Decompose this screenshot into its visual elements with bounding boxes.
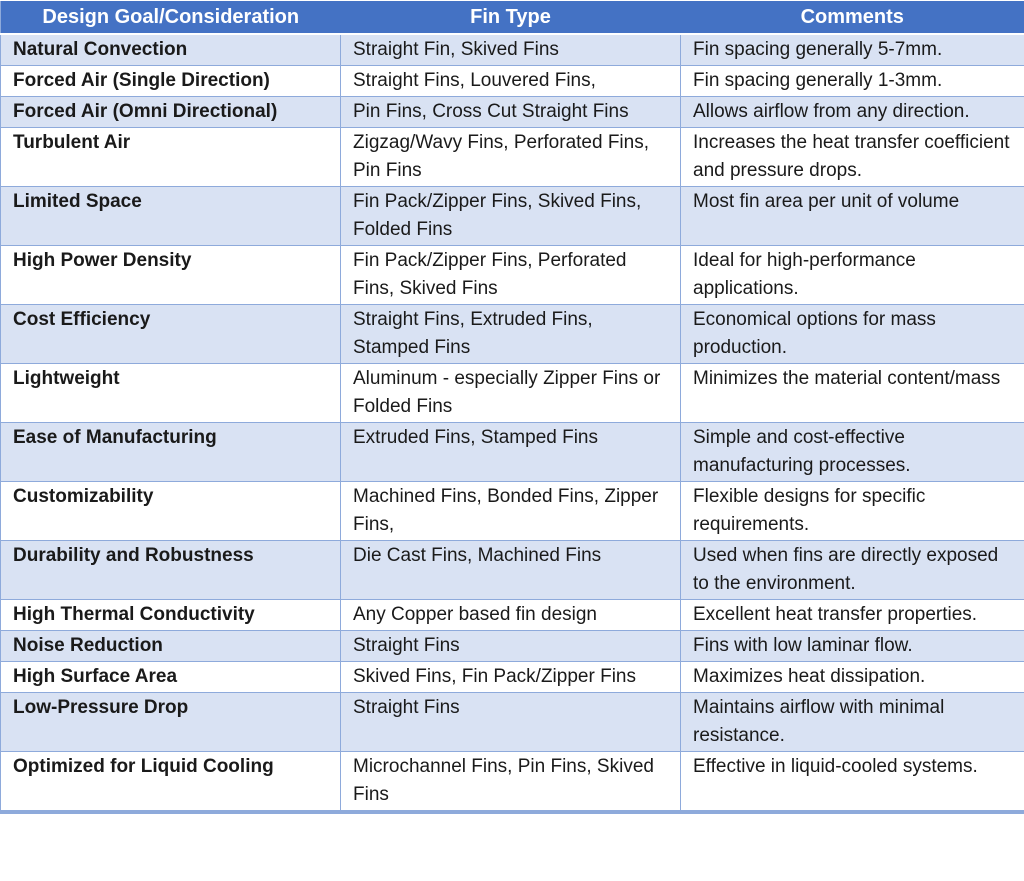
design-goal-cell: Customizability bbox=[1, 482, 341, 541]
comments-cell: Fins with low laminar flow. bbox=[681, 631, 1024, 662]
header-cell-design-goal: Design Goal/Consideration bbox=[1, 1, 341, 34]
design-goal-cell: Low-Pressure Drop bbox=[1, 693, 341, 752]
comments-cell: Fin spacing generally 5-7mm. bbox=[681, 34, 1024, 66]
fin-type-cell: Zigzag/Wavy Fins, Perforated Fins, Pin F… bbox=[341, 128, 681, 187]
design-goal-cell: High Thermal Conductivity bbox=[1, 600, 341, 631]
comments-cell: Ideal for high-performance applications. bbox=[681, 246, 1024, 305]
table-row: Turbulent Air Zigzag/Wavy Fins, Perforat… bbox=[1, 128, 1024, 187]
design-goal-cell: Lightweight bbox=[1, 364, 341, 423]
comments-cell: Increases the heat transfer coefficient … bbox=[681, 128, 1024, 187]
table-row: Optimized for Liquid Cooling Microchanne… bbox=[1, 752, 1024, 813]
fin-type-cell: Straight Fins bbox=[341, 693, 681, 752]
design-goal-cell: High Power Density bbox=[1, 246, 341, 305]
table-header: Design Goal/Consideration Fin Type Comme… bbox=[1, 1, 1024, 34]
fin-type-cell: Skived Fins, Fin Pack/Zipper Fins bbox=[341, 662, 681, 693]
design-goal-cell: Optimized for Liquid Cooling bbox=[1, 752, 341, 813]
fin-type-cell: Machined Fins, Bonded Fins, Zipper Fins, bbox=[341, 482, 681, 541]
table-row: High Thermal Conductivity Any Copper bas… bbox=[1, 600, 1024, 631]
fin-type-cell: Any Copper based fin design bbox=[341, 600, 681, 631]
fin-design-table: Design Goal/Consideration Fin Type Comme… bbox=[0, 1, 1024, 814]
design-goal-cell: Noise Reduction bbox=[1, 631, 341, 662]
design-goal-cell: Forced Air (Omni Directional) bbox=[1, 97, 341, 128]
table-row: Customizability Machined Fins, Bonded Fi… bbox=[1, 482, 1024, 541]
design-goal-cell: Cost Efficiency bbox=[1, 305, 341, 364]
fin-type-cell: Extruded Fins, Stamped Fins bbox=[341, 423, 681, 482]
design-goal-cell: Durability and Robustness bbox=[1, 541, 341, 600]
comments-cell: Most fin area per unit of volume bbox=[681, 187, 1024, 246]
comments-cell: Excellent heat transfer properties. bbox=[681, 600, 1024, 631]
comments-cell: Economical options for mass production. bbox=[681, 305, 1024, 364]
fin-type-cell: Fin Pack/Zipper Fins, Skived Fins, Folde… bbox=[341, 187, 681, 246]
comments-cell: Used when fins are directly exposed to t… bbox=[681, 541, 1024, 600]
header-cell-fin-type: Fin Type bbox=[341, 1, 681, 34]
header-row: Design Goal/Consideration Fin Type Comme… bbox=[1, 1, 1024, 34]
fin-type-cell: Straight Fins, Louvered Fins, bbox=[341, 66, 681, 97]
design-goal-cell: Ease of Manufacturing bbox=[1, 423, 341, 482]
table-row: Durability and Robustness Die Cast Fins,… bbox=[1, 541, 1024, 600]
design-goal-cell: Limited Space bbox=[1, 187, 341, 246]
fin-type-cell: Pin Fins, Cross Cut Straight Fins bbox=[341, 97, 681, 128]
fin-type-cell: Straight Fins bbox=[341, 631, 681, 662]
comments-cell: Flexible designs for specific requiremen… bbox=[681, 482, 1024, 541]
fin-type-cell: Microchannel Fins, Pin Fins, Skived Fins bbox=[341, 752, 681, 813]
design-goal-cell: Turbulent Air bbox=[1, 128, 341, 187]
fin-type-cell: Straight Fin, Skived Fins bbox=[341, 34, 681, 66]
design-goal-cell: Forced Air (Single Direction) bbox=[1, 66, 341, 97]
comments-cell: Effective in liquid-cooled systems. bbox=[681, 752, 1024, 813]
table-row: Lightweight Aluminum - especially Zipper… bbox=[1, 364, 1024, 423]
design-goal-cell: High Surface Area bbox=[1, 662, 341, 693]
table-row: Ease of Manufacturing Extruded Fins, Sta… bbox=[1, 423, 1024, 482]
comments-cell: Minimizes the material content/mass bbox=[681, 364, 1024, 423]
table-body: Natural Convection Straight Fin, Skived … bbox=[1, 34, 1024, 812]
fin-type-cell: Straight Fins, Extruded Fins, Stamped Fi… bbox=[341, 305, 681, 364]
table-row: Low-Pressure Drop Straight Fins Maintain… bbox=[1, 693, 1024, 752]
table-row: Natural Convection Straight Fin, Skived … bbox=[1, 34, 1024, 66]
comments-cell: Maximizes heat dissipation. bbox=[681, 662, 1024, 693]
table-row: Noise Reduction Straight Fins Fins with … bbox=[1, 631, 1024, 662]
header-cell-comments: Comments bbox=[681, 1, 1024, 34]
design-goal-cell: Natural Convection bbox=[1, 34, 341, 66]
comments-cell: Allows airflow from any direction. bbox=[681, 97, 1024, 128]
table-row: Limited Space Fin Pack/Zipper Fins, Skiv… bbox=[1, 187, 1024, 246]
comments-cell: Simple and cost-effective manufacturing … bbox=[681, 423, 1024, 482]
fin-type-cell: Aluminum - especially Zipper Fins or Fol… bbox=[341, 364, 681, 423]
table-row: Forced Air (Omni Directional) Pin Fins, … bbox=[1, 97, 1024, 128]
table-row: High Surface Area Skived Fins, Fin Pack/… bbox=[1, 662, 1024, 693]
comments-cell: Fin spacing generally 1-3mm. bbox=[681, 66, 1024, 97]
table-row: High Power Density Fin Pack/Zipper Fins,… bbox=[1, 246, 1024, 305]
table-row: Forced Air (Single Direction) Straight F… bbox=[1, 66, 1024, 97]
fin-type-cell: Die Cast Fins, Machined Fins bbox=[341, 541, 681, 600]
table-row: Cost Efficiency Straight Fins, Extruded … bbox=[1, 305, 1024, 364]
comments-cell: Maintains airflow with minimal resistanc… bbox=[681, 693, 1024, 752]
fin-type-cell: Fin Pack/Zipper Fins, Perforated Fins, S… bbox=[341, 246, 681, 305]
